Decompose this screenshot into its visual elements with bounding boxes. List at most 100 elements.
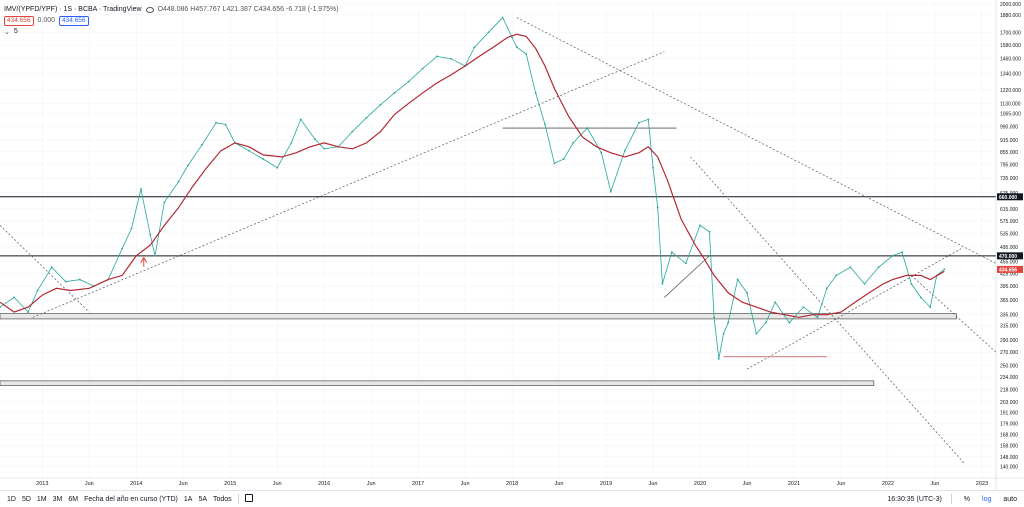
y-tick-label: 168.000 <box>1000 433 1018 439</box>
trend-line <box>32 51 665 318</box>
y-tick-label: 179.000 <box>1000 422 1018 428</box>
price-point <box>0 306 1 309</box>
ohlc-values: O448.086 H457.767 L421.387 C434.656 -6.7… <box>157 6 339 13</box>
range-5a-button[interactable]: 5A <box>198 495 207 503</box>
y-tick-label: 1700.000 <box>1000 30 1021 36</box>
price-point <box>877 266 880 269</box>
y-tick-label: 335.000 <box>1000 313 1018 319</box>
y-tick-label: 148.000 <box>1000 455 1018 461</box>
horizontal-lines <box>0 127 996 358</box>
x-tick-label: 2023 <box>976 481 988 487</box>
price-point <box>788 321 791 324</box>
price-point <box>36 289 39 292</box>
price-line <box>0 16 945 359</box>
bottom-toolbar: 1D 5D 1M 3M 6M Fecha del año en curso (Y… <box>0 490 1024 507</box>
price-point <box>562 158 565 160</box>
x-tick-label: 2014 <box>130 481 142 487</box>
price-chart[interactable]: 2000.000 1880.000 1700.000 1580.000 1460.000… <box>0 0 1024 490</box>
price-point <box>64 280 67 283</box>
price-series <box>0 16 946 360</box>
y-tick-label: 1580.000 <box>1000 43 1021 49</box>
y-tick-label: 855.000 <box>1000 150 1018 156</box>
y-tick-label: 2000.000 <box>1000 2 1021 8</box>
price-point <box>501 16 504 19</box>
price-point <box>825 287 828 290</box>
zero-tag: 0.000 <box>37 17 56 24</box>
price-point <box>473 46 476 49</box>
price-point <box>177 180 180 183</box>
chevron-down-icon[interactable]: ⌄ <box>4 28 10 36</box>
range-ytd-button[interactable]: Fecha del año en curso (YTD) <box>84 495 178 503</box>
price-point <box>407 80 410 83</box>
range-1a-button[interactable]: 1A <box>183 495 193 503</box>
moving-average-line <box>0 33 945 318</box>
x-tick-label: Jun <box>461 481 470 487</box>
price-point <box>323 147 326 150</box>
y-tick-label: 1220.000 <box>1000 88 1021 94</box>
range-1d-button[interactable]: 1D <box>7 495 16 503</box>
toolbar-divider-right <box>950 494 952 504</box>
indicator-count[interactable]: 5 <box>13 28 18 35</box>
chart-markers <box>140 256 148 267</box>
price-point <box>13 296 15 299</box>
toolbar-right: 16:30:35 (UTC-3) % log auto <box>887 491 1020 507</box>
x-tick-label: 2018 <box>506 481 518 487</box>
price-point <box>623 149 626 152</box>
price-point <box>891 254 894 257</box>
symbol-title[interactable]: IMV/(YPFD/YPF) · 1S · BCBA · TradingView <box>4 6 142 13</box>
y-tick-label: 915.000 <box>1000 138 1018 144</box>
range-1m-button[interactable]: 1M <box>36 495 47 503</box>
price-point <box>525 53 528 55</box>
clock-time[interactable]: 16:30:35 (UTC-3) <box>887 495 942 503</box>
price-point <box>163 201 166 204</box>
trend-lines <box>0 17 997 465</box>
x-tick-label: Jun <box>367 481 376 487</box>
price-point <box>910 282 913 285</box>
y-tick-label: 191.000 <box>1000 410 1018 416</box>
support-bands <box>0 313 957 386</box>
calendar-icon[interactable] <box>242 494 256 504</box>
price-point <box>393 91 396 94</box>
price-point <box>276 166 279 169</box>
chart-legend: IMV/(YPFD/YPF) · 1S · BCBA · TradingView… <box>4 4 339 37</box>
trend-line <box>746 248 962 370</box>
price-point <box>755 333 758 335</box>
y-tick-label: 615.000 <box>1000 207 1018 213</box>
range-3m-button[interactable]: 3M <box>52 495 63 503</box>
price-label-box <box>997 193 1023 201</box>
percent-toggle[interactable]: % <box>963 495 971 503</box>
price-point <box>586 127 589 129</box>
price-point <box>609 190 612 193</box>
price-point <box>736 278 739 281</box>
range-6m-button[interactable]: 6M <box>68 495 79 503</box>
eye-icon[interactable] <box>145 6 154 13</box>
price-label-box <box>997 265 1023 273</box>
price-point <box>553 162 556 165</box>
log-toggle[interactable]: log <box>982 495 992 503</box>
range-all-button[interactable]: Todos <box>213 495 232 503</box>
x-tick-label: 2013 <box>36 481 48 487</box>
price-point <box>699 224 701 227</box>
price-point <box>149 234 152 236</box>
price-point <box>351 130 354 133</box>
price-point <box>901 251 903 254</box>
price-point <box>708 230 711 233</box>
x-tick-label: Jun <box>837 481 846 487</box>
price-point <box>919 296 922 299</box>
range-5d-button[interactable]: 5D <box>21 495 31 503</box>
price-point <box>713 316 716 319</box>
price-point <box>201 143 203 146</box>
support-band <box>0 380 875 386</box>
auto-toggle[interactable]: auto <box>1003 495 1017 503</box>
price-point <box>262 158 264 160</box>
price-axis: 2000.000 1880.000 1700.000 1580.000 1460.000… <box>995 0 1023 490</box>
price-point <box>515 46 518 49</box>
price-tag-secondary: 434.656 <box>59 15 89 26</box>
price-point <box>121 247 124 250</box>
y-tick-label: 315.000 <box>1000 323 1018 329</box>
price-label-box <box>997 252 1023 260</box>
y-tick-label: 1340.000 <box>1000 72 1021 78</box>
y-tick-label: 234.000 <box>1000 375 1018 381</box>
price-point <box>774 301 777 304</box>
trend-line <box>690 156 966 465</box>
